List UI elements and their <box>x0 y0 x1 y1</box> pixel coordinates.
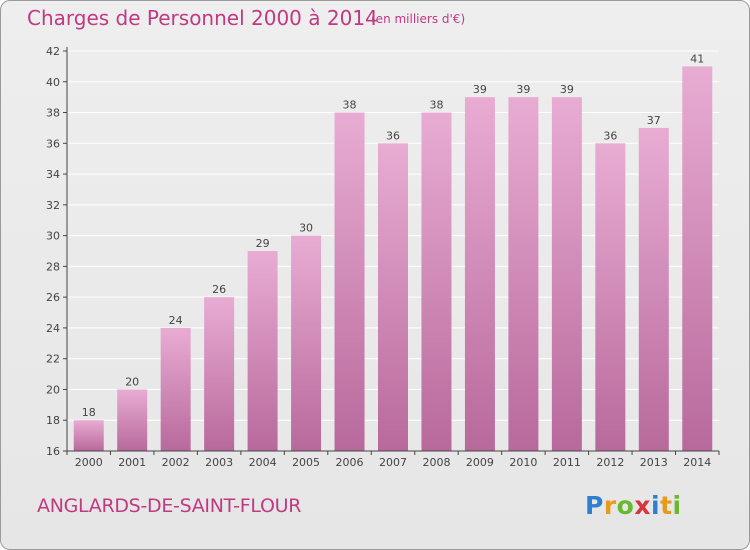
x-tick-label: 2000 <box>75 456 103 469</box>
chart-subtitle: (en milliers d'€) <box>371 12 466 26</box>
x-tick-label: 2007 <box>379 456 407 469</box>
bar <box>291 235 322 451</box>
y-tick-label: 38 <box>46 107 60 120</box>
bar <box>421 112 452 452</box>
x-tick-label: 2013 <box>640 456 668 469</box>
bar-value-label: 36 <box>386 129 400 142</box>
bar-value-label: 38 <box>429 99 443 112</box>
bar-value-label: 18 <box>82 406 96 419</box>
y-tick-label: 36 <box>46 137 60 150</box>
bar-value-label: 36 <box>603 129 617 142</box>
x-tick-label: 2008 <box>422 456 450 469</box>
commune-name: ANGLARDS-DE-SAINT-FLOUR <box>37 495 302 517</box>
bar <box>117 389 148 451</box>
chart-title: Charges de Personnel 2000 à 2014 <box>27 6 378 30</box>
logo-letter: o <box>616 491 635 520</box>
logo-letter: x <box>634 491 651 520</box>
x-tick-label: 2010 <box>509 456 537 469</box>
x-tick-label: 2011 <box>553 456 581 469</box>
proxiti-logo: Proxiti <box>585 491 682 520</box>
y-tick-label: 18 <box>46 414 60 427</box>
bar-value-label: 29 <box>256 237 270 250</box>
y-tick-label: 22 <box>46 353 60 366</box>
bar <box>682 66 713 451</box>
x-tick-label: 2006 <box>336 456 364 469</box>
bar <box>638 127 669 451</box>
y-tick-label: 20 <box>46 383 60 396</box>
bar <box>551 97 582 452</box>
logo-letter: t <box>660 491 673 520</box>
bar-value-label: 39 <box>560 83 574 96</box>
bar <box>247 251 278 451</box>
x-tick-label: 2012 <box>596 456 624 469</box>
bar <box>595 143 626 452</box>
x-tick-label: 2003 <box>205 456 233 469</box>
bar <box>73 420 104 451</box>
x-tick-label: 2004 <box>249 456 277 469</box>
bar <box>464 97 495 452</box>
bar-value-label: 37 <box>647 114 661 127</box>
logo-letter: r <box>603 491 617 520</box>
y-tick-label: 30 <box>46 230 60 243</box>
logo-letter: P <box>585 491 604 520</box>
logo-letter: i <box>651 491 661 520</box>
y-tick-label: 24 <box>46 322 60 335</box>
bar <box>204 297 235 451</box>
y-tick-label: 40 <box>46 76 60 89</box>
logo-letter: i <box>672 491 682 520</box>
y-tick-label: 34 <box>46 168 60 181</box>
bar-value-label: 38 <box>343 99 357 112</box>
bar <box>378 143 408 452</box>
bar-value-label: 24 <box>169 314 183 327</box>
bar-value-label: 39 <box>473 83 487 96</box>
x-tick-label: 2002 <box>162 456 190 469</box>
bar-value-label: 39 <box>516 83 530 96</box>
x-tick-label: 2014 <box>683 456 711 469</box>
bar <box>334 112 365 452</box>
bar <box>508 97 539 452</box>
y-tick-label: 28 <box>46 260 60 273</box>
x-tick-label: 2001 <box>118 456 146 469</box>
y-tick-label: 26 <box>46 291 60 304</box>
x-tick-label: 2005 <box>292 456 320 469</box>
y-tick-label: 42 <box>46 45 60 58</box>
y-tick-label: 32 <box>46 199 60 212</box>
bar-value-label: 20 <box>125 375 139 388</box>
bar-value-label: 30 <box>299 222 313 235</box>
bar-value-label: 26 <box>212 283 226 296</box>
bar-value-label: 41 <box>690 52 704 65</box>
y-tick-label: 16 <box>46 445 60 458</box>
x-tick-label: 2009 <box>466 456 494 469</box>
bar <box>160 327 191 451</box>
